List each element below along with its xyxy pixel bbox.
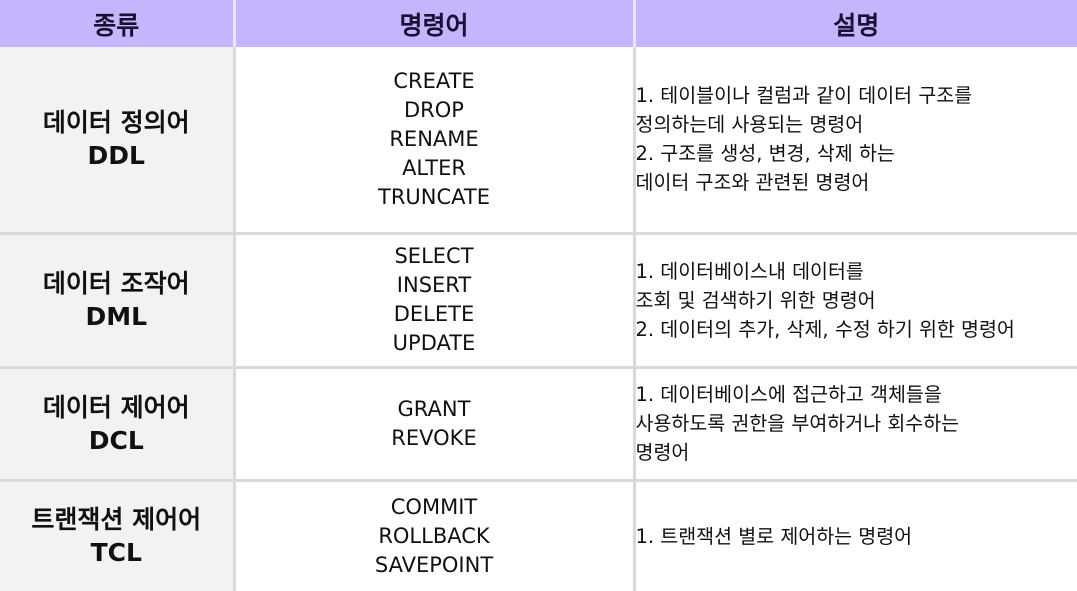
description-cell: 1. 데이터베이스내 데이터를 조회 및 검색하기 위한 명령어 2. 데이터의… (634, 233, 1077, 369)
type-abbr: DCL (88, 425, 144, 455)
header-command: 명령어 (234, 0, 636, 47)
type-abbr: DML (85, 302, 148, 331)
description-line: 1. 트랜잭션 별로 제어하는 명령어 (635, 524, 913, 548)
command-item: UPDATE (392, 331, 476, 355)
description-cell: 1. 트랜잭션 별로 제어하는 명령어 (634, 480, 1077, 591)
command-item: REVOKE (391, 425, 477, 450)
command-item: RENAME (389, 126, 479, 151)
type-name: 데이터 정의어 (42, 108, 190, 138)
description-line: 조회 및 검색하기 위한 명령어 (635, 288, 876, 312)
command-cell: GRANT REVOKE (234, 367, 636, 482)
description-cell: 1. 데이터베이스에 접근하고 객체들을 사용하도록 권한을 부여하거나 회수하… (634, 367, 1077, 482)
description-line: 1. 테이블이나 컬럼과 같이 데이터 구조를 (635, 84, 973, 108)
command-item: GRANT (397, 396, 471, 421)
table-row-tcl: 트랜잭션 제어어 TCL COMMIT ROLLBACK SAVEPOINT 1… (0, 480, 1077, 591)
type-cell: 데이터 조작어 DML (0, 233, 236, 369)
table-row-dcl: 데이터 제어어 DCL GRANT REVOKE 1. 데이터베이스에 접근하고… (0, 367, 1077, 482)
type-name: 트랜잭션 제어어 (31, 505, 202, 535)
command-item: CREATE (393, 68, 475, 93)
type-name: 데이터 제어어 (42, 392, 190, 422)
description-line: 1. 데이터베이스에 접근하고 객체들을 (635, 383, 942, 406)
description-line: 1. 데이터베이스내 데이터를 (635, 259, 864, 283)
type-cell: 데이터 정의어 DDL (0, 47, 236, 235)
command-cell: COMMIT ROLLBACK SAVEPOINT (234, 480, 636, 591)
type-cell: 데이터 제어어 DCL (0, 367, 236, 482)
description-line: 2. 구조를 생성, 변경, 삭제 하는 (635, 142, 895, 166)
description-line: 데이터 구조와 관련된 명령어 (635, 171, 870, 195)
command-cell: SELECT INSERT DELETE UPDATE (234, 233, 636, 369)
type-abbr: TCL (90, 538, 142, 568)
description-line: 사용하도록 권한을 부여하거나 회수하는 (635, 412, 960, 435)
command-item: SAVEPOINT (374, 552, 494, 577)
description-line: 정의하는데 사용되는 명령어 (635, 113, 864, 137)
table-row-ddl: 데이터 정의어 DDL CREATE DROP RENAME ALTER TRU… (0, 47, 1077, 235)
command-item: TRUNCATE (378, 184, 490, 209)
command-item: INSERT (396, 273, 472, 297)
command-item: SELECT (394, 244, 474, 268)
description-line: 명령어 (635, 441, 690, 464)
type-name: 데이터 조작어 (42, 269, 190, 298)
command-item: ROLLBACK (378, 523, 490, 548)
command-item: COMMIT (390, 494, 478, 519)
header-type: 종류 (0, 0, 236, 47)
type-cell: 트랜잭션 제어어 TCL (0, 480, 236, 591)
command-item: ALTER (402, 155, 466, 180)
header-row: 종류 명령어 설명 (0, 0, 1077, 47)
command-item: DROP (404, 97, 464, 122)
command-item: DELETE (393, 302, 475, 326)
description-cell: 1. 테이블이나 컬럼과 같이 데이터 구조를 정의하는데 사용되는 명령어 2… (634, 47, 1077, 235)
table-row-dml: 데이터 조작어 DML SELECT INSERT DELETE UPDATE … (0, 233, 1077, 369)
description-line: 2. 데이터의 추가, 삭제, 수정 하기 위한 명령어 (635, 317, 1015, 341)
header-description: 설명 (634, 0, 1077, 47)
type-abbr: DDL (87, 141, 145, 171)
command-cell: CREATE DROP RENAME ALTER TRUNCATE (234, 47, 636, 235)
